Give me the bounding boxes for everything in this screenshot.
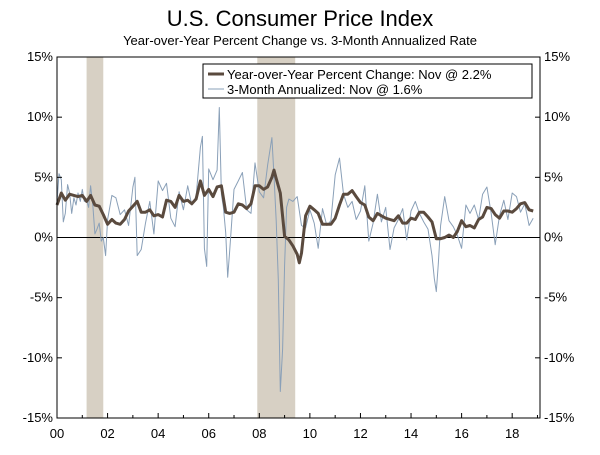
chart-subtitle: Year-over-Year Percent Change vs. 3-Mont… (123, 33, 477, 48)
x-tick-label: 12 (353, 426, 367, 441)
legend: Year-over-Year Percent Change: Nov @ 2.2… (202, 63, 533, 99)
x-tick-label: 14 (404, 426, 418, 441)
x-tick-label: 02 (100, 426, 114, 441)
series-line-ann (56, 107, 534, 392)
x-tick-label: 04 (151, 426, 165, 441)
y-tick-label-left: 5% (34, 169, 53, 184)
y-tick-label-right: 0% (544, 230, 563, 245)
y-tick-label-right: 10% (544, 109, 570, 124)
y-axis-left: 15% 10% 5% 0% -5% -10% -15% (23, 49, 62, 425)
y-tick-label-right: 5% (544, 169, 563, 184)
y-tick-label-right: 15% (544, 49, 570, 64)
series-line-yoy (55, 168, 534, 265)
x-axis: 00 02 04 06 08 10 12 14 16 18 (50, 413, 538, 441)
y-tick-label-right: -10% (544, 350, 575, 365)
x-tick-label: 00 (50, 426, 64, 441)
x-tick-label: 08 (252, 426, 266, 441)
series-year-over-year (55, 168, 534, 265)
x-tick-label: 10 (303, 426, 317, 441)
y-tick-label-left: 0% (34, 230, 53, 245)
x-tick-label: 16 (454, 426, 468, 441)
legend-label-yoy: Year-over-Year Percent Change: Nov @ 2.2… (227, 67, 492, 82)
x-tick-label: 06 (201, 426, 215, 441)
y-tick-label-left: -5% (30, 290, 54, 305)
y-axis-right: 15% 10% 5% 0% -5% -10% -15% (535, 49, 575, 425)
y-tick-label-right: -15% (544, 410, 575, 425)
y-tick-label-left: -15% (23, 410, 54, 425)
y-tick-label-left: -10% (23, 350, 54, 365)
y-tick-label-left: 10% (27, 109, 53, 124)
legend-label-ann: 3-Month Annualized: Nov @ 1.6% (227, 82, 423, 97)
y-tick-label-right: -5% (544, 290, 568, 305)
chart-title: U.S. Consumer Price Index (166, 6, 434, 31)
y-tick-label-left: 15% (27, 49, 53, 64)
legend-box (202, 63, 533, 99)
x-tick-label: 18 (505, 426, 519, 441)
series-3-month-annualized (56, 107, 534, 392)
